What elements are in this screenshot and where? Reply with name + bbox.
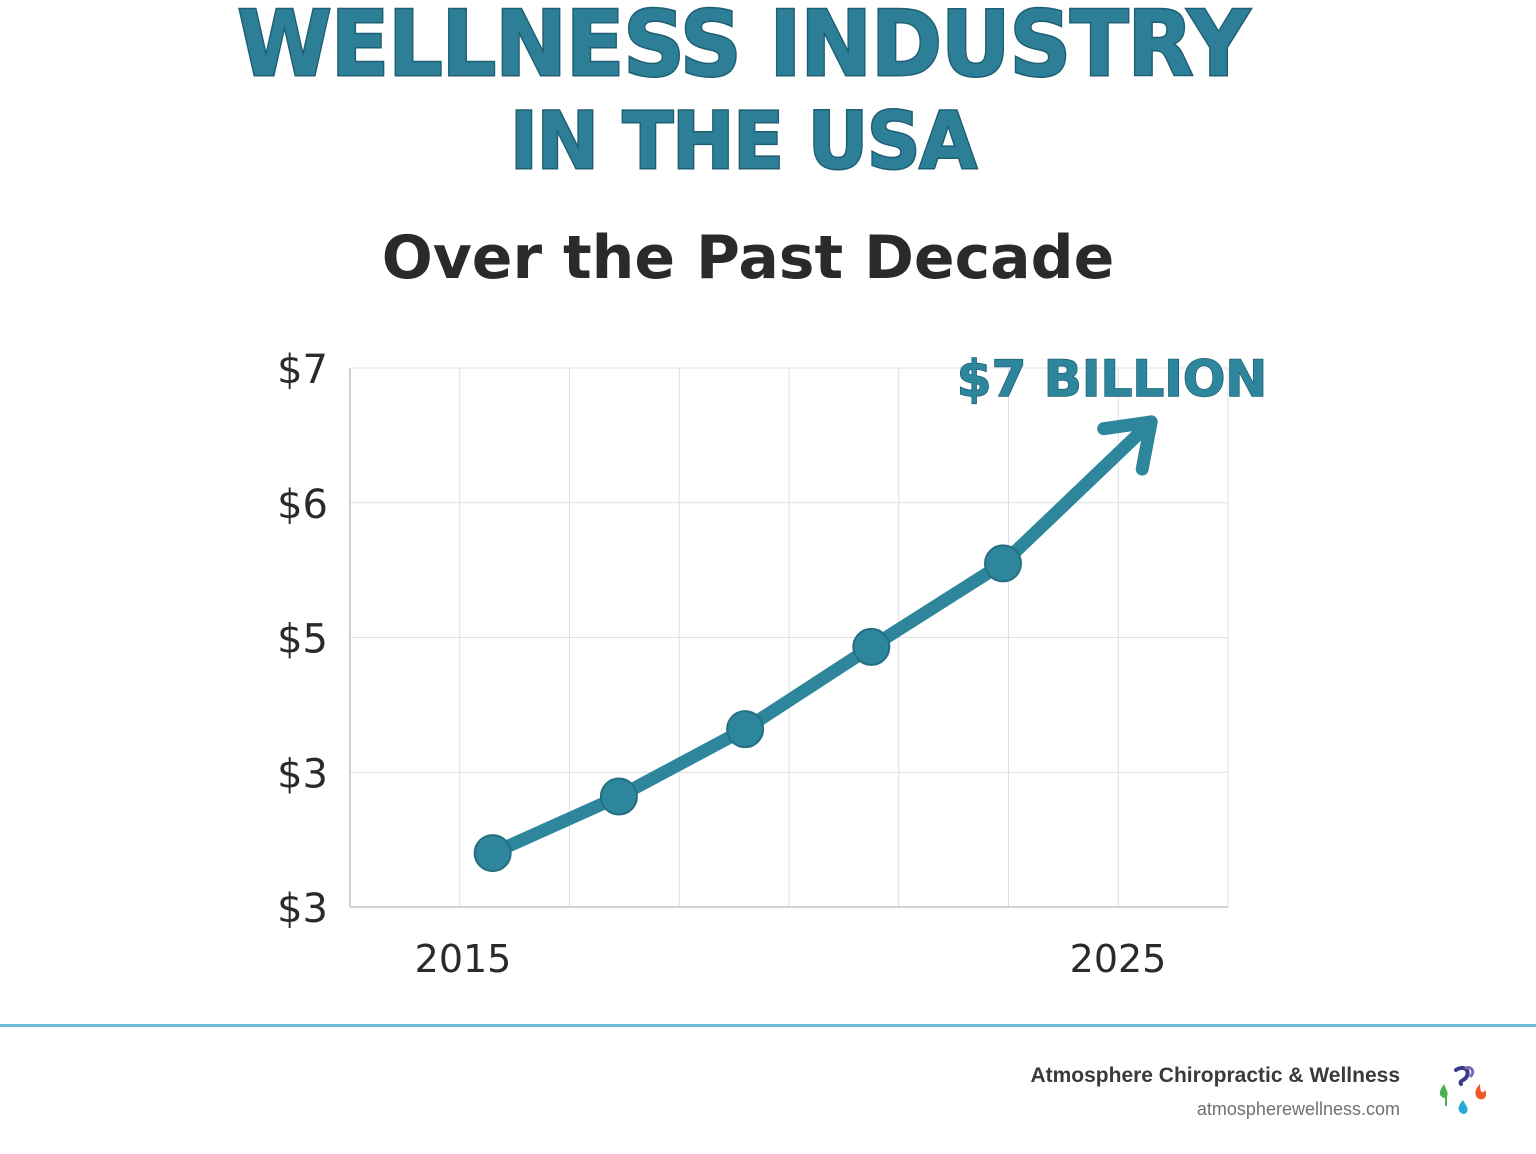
y-axis-tick-labels: $3 $3 $5 $6 $7 xyxy=(277,347,328,932)
data-point xyxy=(984,544,1023,583)
data-point xyxy=(473,834,512,873)
y-tick-label: $3 xyxy=(277,886,328,932)
x-axis-tick-labels: 2015 2025 xyxy=(415,937,1167,981)
y-tick-label: $6 xyxy=(277,482,328,528)
y-tick-label: $7 xyxy=(277,347,328,393)
value-annotation: $7 BILLION xyxy=(957,350,1267,408)
footer-divider xyxy=(0,1024,1536,1027)
water-drops-logo-icon xyxy=(1439,1066,1487,1115)
chart-title-line-1: WELLNESS INDUSTRY xyxy=(236,0,1251,97)
data-point xyxy=(852,627,891,666)
trend-arrowhead xyxy=(1097,415,1158,476)
data-series xyxy=(473,415,1158,873)
line-chart: $3 $3 $5 $6 $7 2015 2025 $7 BILLION xyxy=(277,347,1268,981)
chart-grid xyxy=(349,367,1229,908)
data-point xyxy=(726,710,765,749)
data-point xyxy=(599,777,638,816)
y-tick-label: $5 xyxy=(277,617,328,663)
x-tick-label: 2015 xyxy=(415,937,512,981)
y-tick-label: $3 xyxy=(277,751,328,797)
chart-title-line-2: IN THE USA xyxy=(509,97,979,187)
x-tick-label: 2025 xyxy=(1070,937,1167,981)
series-line xyxy=(486,415,1158,860)
brand-name: Atmosphere Chiropractic & Wellness xyxy=(1030,1064,1400,1087)
chart-subtitle: Over the Past Decade xyxy=(381,223,1115,293)
brand-url: atmospherewellness.com xyxy=(1196,1099,1400,1119)
